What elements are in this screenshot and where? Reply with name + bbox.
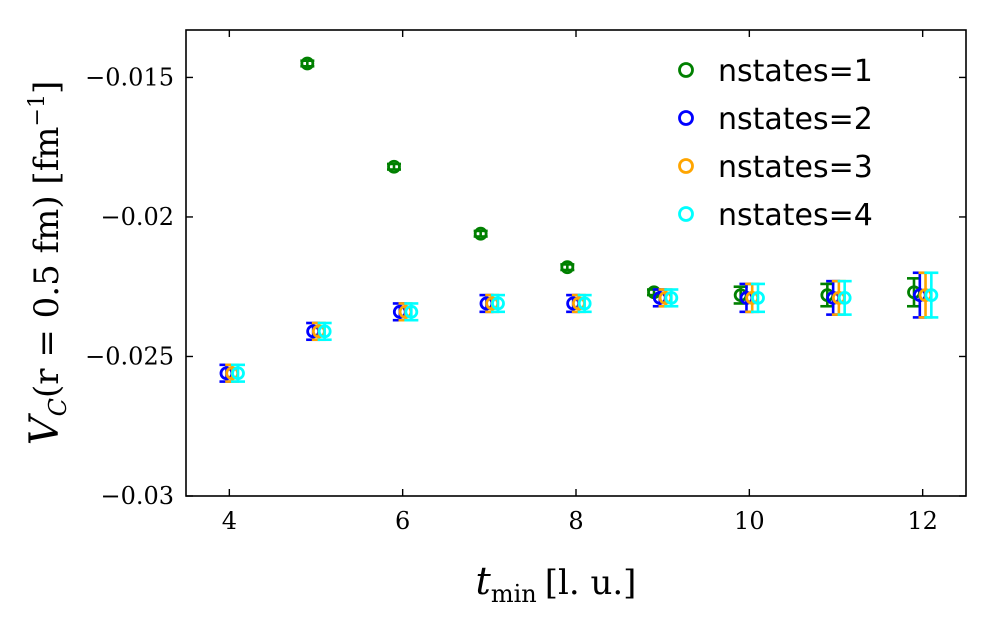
data-point — [473, 226, 488, 241]
data-point — [751, 290, 765, 305]
y-axis-title: VC(r = 0.5 fm) [fm−1] — [22, 81, 72, 445]
legend: nstates=1 nstates=2 nstates=3 nstates=4 — [678, 54, 873, 233]
y-tick-label: −0.025 — [85, 342, 174, 370]
y-axis-title-sub: C — [44, 398, 72, 416]
x-tick-label: 6 — [395, 507, 410, 535]
data-point — [317, 324, 332, 339]
data-point — [404, 304, 419, 319]
x-tick-label: 10 — [734, 507, 765, 535]
legend-marker — [678, 110, 694, 126]
series-nstates=4 — [231, 271, 939, 383]
legend-marker — [678, 158, 694, 174]
legend-label: nstates=4 — [718, 198, 873, 233]
y-tick-label: −0.015 — [85, 63, 174, 91]
data-point — [387, 159, 401, 174]
legend-label: nstates=2 — [718, 102, 873, 137]
y-tick-label: −0.03 — [100, 482, 174, 510]
y-axis-title-main: V — [22, 412, 68, 445]
x-tick-label: 8 — [568, 507, 583, 535]
x-axis-title-unit: [l. u.] — [545, 563, 637, 603]
x-axis-title: tmin [l. u.] — [476, 559, 637, 608]
y-axis-title-close: ] — [27, 81, 67, 94]
data-point — [491, 296, 505, 311]
legend-marker — [678, 62, 694, 78]
data-point — [231, 366, 245, 381]
data-point — [924, 288, 939, 302]
data-point — [560, 260, 575, 275]
data-point — [664, 290, 679, 305]
x-tick-label: 4 — [222, 507, 237, 535]
y-axis-title-sup: −1 — [25, 94, 50, 126]
data-point — [837, 290, 852, 305]
y-axis-title-expr: (r = 0.5 fm) [fm — [27, 126, 67, 398]
legend-label: nstates=3 — [718, 150, 873, 185]
x-tick-label: 12 — [907, 507, 938, 535]
legend-label: nstates=1 — [718, 54, 873, 89]
data-point — [577, 296, 592, 311]
plot-frame — [185, 29, 967, 497]
x-axis-title-sub: min — [491, 580, 537, 608]
data-marks — [219, 56, 939, 383]
axis-ticks: 4 6 8 10 12 −0.015 −0.02 −0.025 −0.03 — [85, 30, 966, 535]
y-tick-label: −0.02 — [100, 203, 174, 231]
x-axis-title-main: t — [476, 559, 492, 603]
legend-marker — [678, 206, 694, 222]
data-point — [300, 56, 315, 71]
